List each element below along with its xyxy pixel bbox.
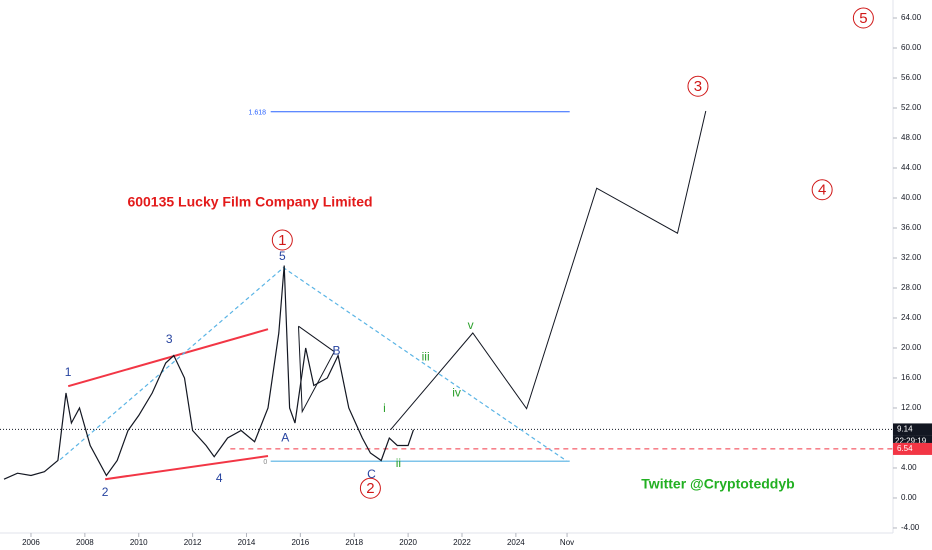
wave-label: i	[383, 401, 386, 415]
y-tick-label: 24.00	[901, 313, 922, 322]
x-tick-label: 2006	[22, 538, 40, 547]
wave-label: 1.618	[248, 110, 266, 117]
price-box	[893, 423, 932, 436]
price-line	[3, 265, 415, 480]
y-tick-label: 4.00	[901, 463, 917, 472]
wave-label: B	[332, 343, 340, 357]
wave-label: v	[468, 318, 474, 332]
wave-label: 1	[65, 365, 72, 379]
y-tick-label: 36.00	[901, 223, 922, 232]
wave-circle	[271, 229, 293, 251]
drawing-line	[390, 110, 707, 431]
x-tick-label: 2020	[399, 538, 417, 547]
y-tick-label: 60.00	[901, 43, 922, 52]
x-tick-label: 2010	[130, 538, 148, 547]
x-tick-label: 2016	[291, 538, 309, 547]
wave-circle	[811, 179, 833, 201]
price-box	[893, 442, 932, 455]
x-tick-label: 2012	[184, 538, 202, 547]
y-tick-label: 40.00	[901, 193, 922, 202]
price-label: 6.54	[897, 444, 913, 453]
wave-circle	[687, 75, 709, 97]
x-tick-label: 2018	[345, 538, 363, 547]
wave-label: 5	[859, 10, 867, 27]
price-label: 9.14	[897, 425, 913, 434]
wave-label: 1	[278, 232, 286, 249]
y-tick-label: 20.00	[901, 343, 922, 352]
x-tick-label: Nov	[560, 538, 574, 547]
wave-label: ii	[396, 456, 401, 470]
wave-label: 0	[263, 459, 267, 466]
chart-subtitle: Twitter @Cryptoteddyb	[641, 476, 794, 492]
wave-label: 4	[818, 182, 826, 199]
wave-label: 2	[102, 485, 109, 499]
x-tick-label: 2024	[507, 538, 525, 547]
chart-title: 600135 Lucky Film Company Limited	[127, 194, 372, 210]
wave-label: A	[281, 430, 289, 444]
x-tick-label: 2014	[238, 538, 256, 547]
drawing-line	[298, 325, 335, 414]
wave-label: iii	[422, 349, 430, 363]
wave-label: 4	[216, 471, 223, 485]
y-tick-label: 16.00	[901, 373, 922, 382]
y-tick-label: 12.00	[901, 403, 922, 412]
y-tick-label: 0.00	[901, 493, 917, 502]
y-tick-label: 64.00	[901, 13, 922, 22]
wave-circle	[359, 477, 381, 499]
y-tick-label: 52.00	[901, 103, 922, 112]
x-tick-label: 2008	[76, 538, 94, 547]
y-tick-label: -4.00	[901, 523, 920, 532]
wave-label: 3	[166, 332, 173, 346]
drawing-line	[104, 455, 269, 481]
drawing-line	[59, 266, 568, 462]
y-tick-label: 32.00	[901, 253, 922, 262]
y-tick-label: 56.00	[901, 73, 922, 82]
countdown-label: 22:29:19	[895, 437, 927, 446]
drawing-line	[67, 328, 269, 388]
wave-label: C	[367, 467, 376, 481]
wave-label: 5	[279, 249, 286, 263]
y-tick-label: 28.00	[901, 283, 922, 292]
y-tick-label: 48.00	[901, 133, 922, 142]
wave-label: 3	[694, 78, 702, 95]
wave-label: iv	[452, 385, 461, 399]
y-tick-label: 44.00	[901, 163, 922, 172]
x-tick-label: 2022	[453, 538, 471, 547]
wave-circle	[852, 7, 874, 29]
wave-label: 2	[366, 480, 374, 497]
